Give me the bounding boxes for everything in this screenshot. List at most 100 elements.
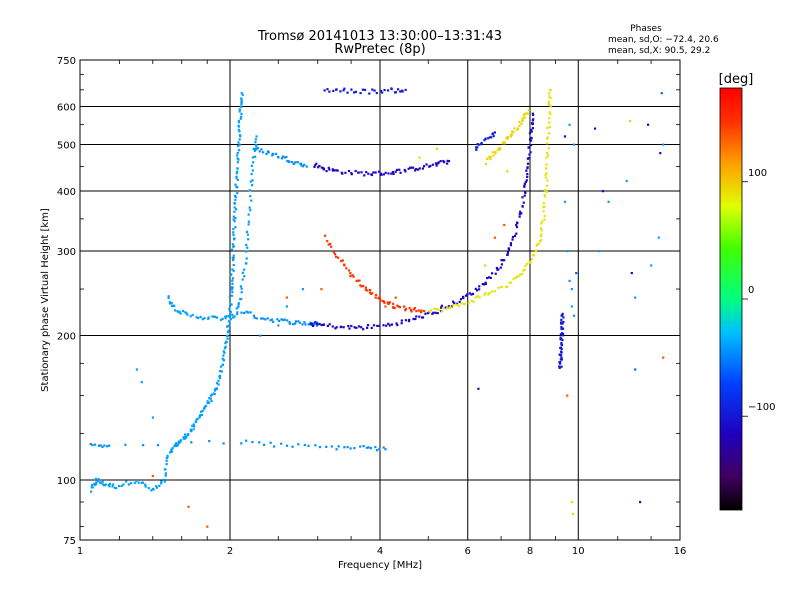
data-point: [94, 482, 98, 486]
data-point: [332, 251, 335, 254]
data-point: [453, 302, 456, 305]
data-point: [572, 314, 576, 317]
data-point: [409, 309, 413, 312]
data-point: [521, 117, 524, 120]
data-point: [248, 206, 251, 209]
data-point: [560, 356, 563, 359]
data-point: [288, 321, 291, 324]
data-point: [371, 292, 374, 295]
data-point: [440, 310, 443, 313]
data-point: [234, 183, 237, 186]
data-point: [509, 135, 513, 138]
data-point: [422, 309, 426, 313]
data-point: [324, 234, 327, 237]
data-point: [493, 236, 497, 239]
data-point: [286, 319, 289, 322]
data-point: [142, 444, 145, 447]
data-point: [97, 444, 101, 447]
data-point: [233, 220, 236, 223]
data-point: [625, 179, 628, 183]
data-point: [198, 414, 201, 418]
data-point: [516, 127, 520, 130]
data-point: [237, 120, 240, 123]
data-point: [210, 393, 214, 396]
data-point: [518, 215, 521, 218]
data-point: [568, 279, 571, 283]
data-point: [510, 281, 513, 284]
data-point: [192, 428, 195, 431]
data-point: [217, 383, 220, 386]
x-tick-label: 4: [377, 546, 383, 557]
data-point: [349, 275, 352, 278]
data-point: [171, 304, 174, 307]
data-point: [218, 370, 222, 373]
data-point: [494, 272, 497, 275]
data-point: [108, 444, 111, 447]
data-point: [228, 324, 231, 327]
data-point: [571, 512, 575, 516]
data-point: [657, 236, 660, 239]
data-point: [109, 482, 112, 485]
data-point: [135, 479, 138, 483]
data-point: [240, 115, 243, 118]
data-point: [526, 175, 529, 179]
data-point: [491, 290, 494, 293]
data-point: [484, 292, 487, 295]
data-point: [561, 327, 565, 330]
data-point: [549, 97, 552, 100]
data-point: [597, 250, 601, 253]
data-point: [99, 481, 102, 484]
data-point: [558, 366, 561, 370]
data-point: [539, 240, 542, 243]
data-point: [442, 159, 445, 163]
data-point: [523, 268, 526, 271]
data-point: [506, 135, 509, 139]
data-point: [226, 331, 229, 334]
data-point: [245, 257, 248, 260]
data-point: [312, 324, 315, 328]
data-point: [228, 314, 231, 318]
data-point: [251, 184, 254, 187]
data-point: [285, 155, 288, 159]
data-point: [186, 313, 189, 316]
data-point: [545, 137, 549, 140]
data-point: [249, 209, 252, 212]
data-point: [417, 309, 420, 312]
data-point: [247, 220, 250, 223]
data-point: [523, 184, 526, 188]
data-point: [532, 118, 535, 121]
data-point: [155, 486, 159, 489]
data-point: [439, 160, 442, 163]
data-point: [226, 325, 230, 328]
data-point: [431, 163, 434, 166]
data-point: [184, 311, 187, 314]
data-point: [228, 307, 231, 310]
data-point: [418, 156, 421, 159]
data-point: [549, 88, 552, 92]
data-point: [215, 387, 219, 391]
data-point: [292, 162, 295, 165]
data-point: [479, 143, 483, 146]
data-point: [264, 318, 267, 321]
data-point: [382, 446, 385, 449]
data-point: [376, 324, 379, 328]
data-point: [233, 194, 237, 198]
data-point: [90, 484, 94, 487]
data-point: [396, 323, 399, 327]
data-point: [230, 248, 234, 251]
data-point: [501, 259, 504, 262]
data-point: [523, 116, 526, 119]
data-point: [484, 137, 487, 140]
data-point: [547, 102, 550, 106]
y-axis-ticks: 75 100 200 300 400 500 600 750: [57, 56, 680, 547]
data-point: [357, 325, 361, 328]
data-point: [530, 130, 533, 133]
phase-stats-x: mean, sd,X: 90.5, 29.2: [608, 46, 710, 56]
data-point: [354, 169, 357, 173]
data-point: [362, 445, 365, 448]
data-point: [294, 320, 298, 323]
data-point: [519, 273, 522, 276]
data-point: [488, 136, 492, 139]
data-point: [89, 442, 92, 446]
